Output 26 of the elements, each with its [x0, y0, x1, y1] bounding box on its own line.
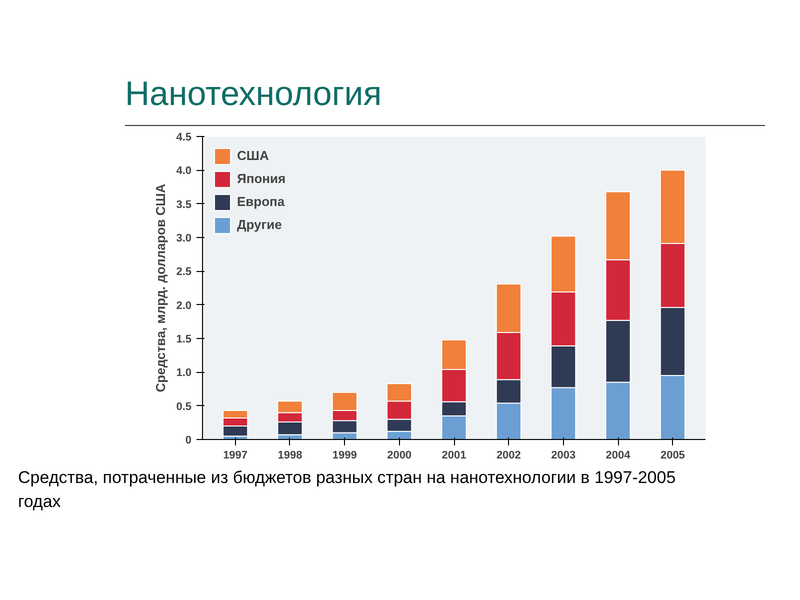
y-tick-label: 2.0	[176, 299, 192, 312]
y-tick-label: 0	[185, 434, 192, 446]
legend-label: США	[237, 148, 269, 164]
x-tick-label: 1998	[278, 449, 302, 462]
y-axis-title: Средства, млрд. долларов США	[153, 182, 168, 392]
y-tick-label: 2.5	[176, 266, 192, 278]
y-tick-label: 4.5	[176, 131, 192, 144]
legend-label: Другие	[237, 217, 282, 232]
y-tick-label: 1.0	[176, 366, 192, 379]
x-tick-label: 2003	[551, 449, 576, 462]
x-tick-label: 1999	[332, 449, 357, 462]
y-tick-label: 3.0	[176, 232, 192, 244]
x-tick-label: 2000	[387, 449, 412, 462]
x-tick-label: 2004	[606, 449, 632, 462]
legend-label: Европа	[237, 194, 285, 210]
y-tick-label: 3.5	[176, 198, 192, 210]
x-tick-label: 2001	[442, 449, 466, 462]
x-tick-label: 2002	[496, 449, 521, 462]
x-tick-label: 2005	[660, 449, 685, 462]
y-tick-label: 1.5	[176, 333, 192, 346]
chart-title: Нанотехнология	[125, 74, 382, 115]
y-tick-label: 4.0	[176, 164, 192, 177]
text: Средства, потраченные из бюджетов разных стран на нанотехнологии в 1997-2005 годах	[18, 466, 677, 513]
legend-label: Япония	[237, 171, 286, 186]
x-tick-label: 1997	[223, 449, 248, 462]
y-tick-label: 0.5	[176, 400, 192, 412]
